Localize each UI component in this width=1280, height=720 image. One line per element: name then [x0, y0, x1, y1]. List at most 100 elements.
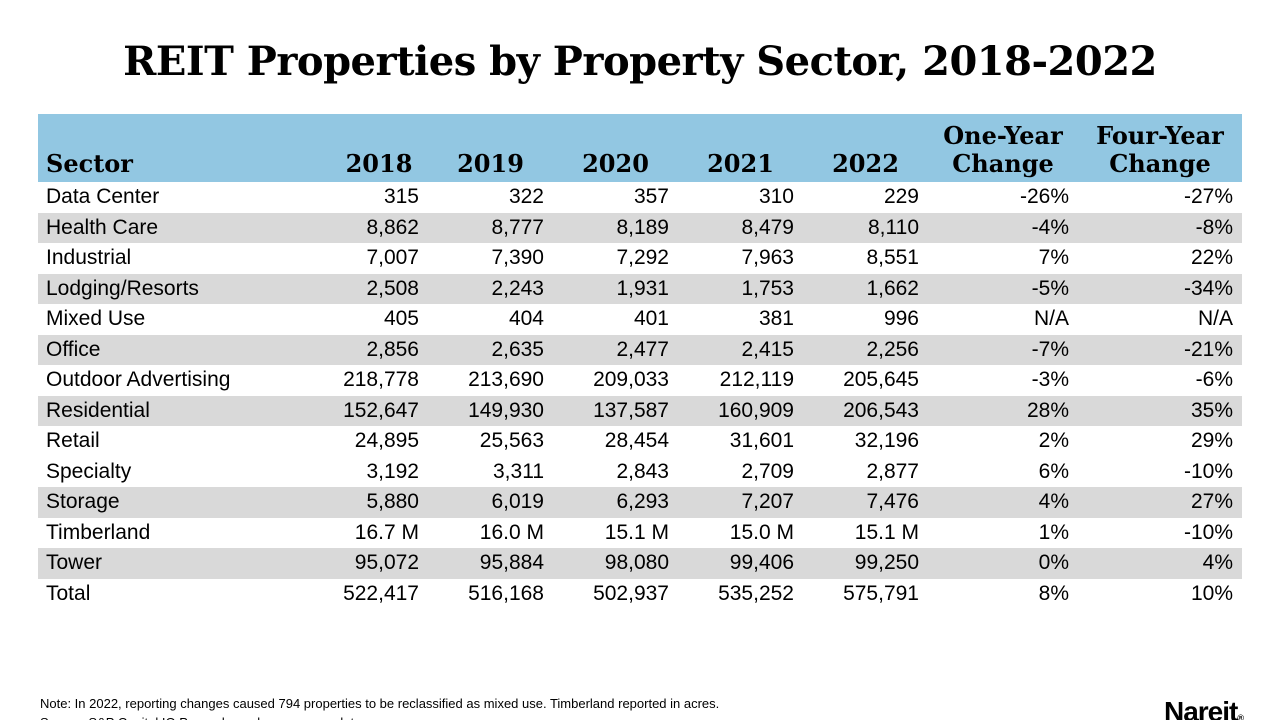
value-cell: 516,168: [468, 581, 544, 605]
sector-cell: Health Care: [38, 212, 330, 243]
table-row-residential: Residential 152,647 149,930 137,587 160,…: [38, 395, 1242, 426]
table-row-storage: Storage 5,880 6,019 6,293 7,207 7,476 4%…: [38, 487, 1242, 518]
value-cell: 16.7 M: [354, 520, 419, 544]
sector-cell: Residential: [38, 395, 330, 426]
sector-cell: Retail: [46, 429, 100, 453]
page-title: REIT Properties by Property Sector, 2018…: [123, 38, 1157, 85]
value-cell: 35%: [1078, 395, 1242, 426]
value-cell: 218,778: [343, 368, 419, 392]
value-cell: 25,563: [479, 429, 544, 453]
value-cell: 4%: [928, 487, 1078, 518]
value-cell: 10%: [1190, 581, 1233, 605]
value-cell: 404: [508, 307, 544, 331]
value-cell: 381: [758, 307, 794, 331]
value-cell: 15.0 M: [729, 520, 794, 544]
value-cell: 152,647: [330, 395, 428, 426]
value-cell: 27%: [1078, 487, 1242, 518]
value-cell: 7,292: [616, 246, 669, 270]
value-cell: -8%: [1078, 212, 1242, 243]
value-cell: 1,662: [803, 273, 928, 304]
value-cell: 2,256: [803, 334, 928, 365]
table-body: Data Center 315 322 357 310 229 -26% -27…: [38, 182, 1242, 609]
sector-cell: Tower: [38, 548, 330, 579]
value-cell: 6%: [1038, 459, 1069, 483]
value-cell: 401: [633, 307, 669, 331]
value-cell: 8,862: [330, 212, 428, 243]
value-cell: 22%: [1190, 246, 1233, 270]
value-cell: -7%: [928, 334, 1078, 365]
value-cell: 2,843: [616, 459, 669, 483]
footnotes: Note: In 2022, reporting changes caused …: [40, 694, 719, 720]
value-cell: 6,019: [428, 487, 553, 518]
value-cell: 2,508: [330, 273, 428, 304]
sector-cell: Specialty: [46, 459, 132, 483]
value-cell: 8%: [1038, 581, 1069, 605]
value-cell: 8,189: [553, 212, 678, 243]
value-cell: 31,601: [729, 429, 794, 453]
value-cell: 8,479: [678, 212, 803, 243]
value-cell: -5%: [928, 273, 1078, 304]
table-row-specialty: Specialty 3,192 3,311 2,843 2,709 2,877 …: [38, 457, 1242, 488]
column-header-four-year-change: Four-Year Change: [1078, 114, 1242, 182]
value-cell: 535,252: [718, 581, 794, 605]
value-cell: 212,119: [719, 368, 794, 392]
value-cell: -10%: [1183, 459, 1233, 483]
table-row-mixed-use: Mixed Use 405 404 401 381 996 N/A N/A: [38, 304, 1242, 335]
column-header-2018: 2018: [330, 114, 428, 182]
column-header-2020: 2020: [553, 114, 678, 182]
value-cell: 7,207: [678, 487, 803, 518]
value-cell: 2,856: [330, 334, 428, 365]
value-cell: 3,192: [366, 459, 419, 483]
table-row-office: Office 2,856 2,635 2,477 2,415 2,256 -7%…: [38, 334, 1242, 365]
table-row-data-center: Data Center 315 322 357 310 229 -26% -27…: [38, 182, 1242, 213]
sector-cell: Storage: [38, 487, 330, 518]
value-cell: -26%: [1019, 185, 1069, 209]
value-cell: 8,777: [428, 212, 553, 243]
value-cell: 8,110: [803, 212, 928, 243]
value-cell: 2,243: [428, 273, 553, 304]
nareit-logo-text: Nareit: [1163, 696, 1238, 720]
value-cell: 16.0 M: [479, 520, 544, 544]
sector-cell: Industrial: [46, 246, 132, 270]
value-cell: 8,551: [866, 246, 919, 270]
value-cell: 15.1 M: [854, 520, 919, 544]
nareit-logo: Nareit®: [1164, 698, 1244, 720]
value-cell: 310: [758, 185, 794, 209]
value-cell: -4%: [928, 212, 1078, 243]
value-cell: 1%: [1038, 520, 1069, 544]
value-cell: 7,963: [741, 246, 794, 270]
value-cell: 28%: [928, 395, 1078, 426]
sector-cell: Mixed Use: [46, 307, 146, 331]
value-cell: 1,753: [678, 273, 803, 304]
value-cell: 5,880: [330, 487, 428, 518]
value-cell: -10%: [1183, 520, 1233, 544]
value-cell: -6%: [1195, 368, 1233, 392]
value-cell: 4%: [1078, 548, 1242, 579]
value-cell: 95,884: [428, 548, 553, 579]
value-cell: 95,072: [330, 548, 428, 579]
source-line: Source: S&P Capital IQ Pro and member co…: [40, 713, 719, 720]
value-cell: N/A: [1033, 307, 1069, 331]
sector-cell: Total: [46, 581, 91, 605]
value-cell: N/A: [1197, 307, 1233, 331]
sector-cell: Timberland: [46, 520, 151, 544]
value-cell: -34%: [1078, 273, 1242, 304]
value-cell: 205,645: [843, 368, 919, 392]
value-cell: 3,311: [493, 459, 544, 483]
table-row-timberland: Timberland 16.7 M 16.0 M 15.1 M 15.0 M 1…: [38, 518, 1242, 549]
value-cell: 2,877: [866, 459, 919, 483]
value-cell: 2,477: [553, 334, 678, 365]
value-cell: 137,587: [553, 395, 678, 426]
value-cell: 213,690: [468, 368, 544, 392]
table-row-industrial: Industrial 7,007 7,390 7,292 7,963 8,551…: [38, 243, 1242, 274]
value-cell: 2,709: [741, 459, 794, 483]
table-row-health-care: Health Care 8,862 8,777 8,189 8,479 8,11…: [38, 212, 1242, 243]
value-cell: 6,293: [553, 487, 678, 518]
slide: REIT Properties by Property Sector, 2018…: [0, 36, 1280, 720]
sector-cell: Office: [38, 334, 330, 365]
value-cell: 0%: [928, 548, 1078, 579]
value-cell: 99,406: [678, 548, 803, 579]
value-cell: 575,791: [843, 581, 919, 605]
value-cell: -21%: [1078, 334, 1242, 365]
note-line: Note: In 2022, reporting changes caused …: [40, 696, 720, 711]
